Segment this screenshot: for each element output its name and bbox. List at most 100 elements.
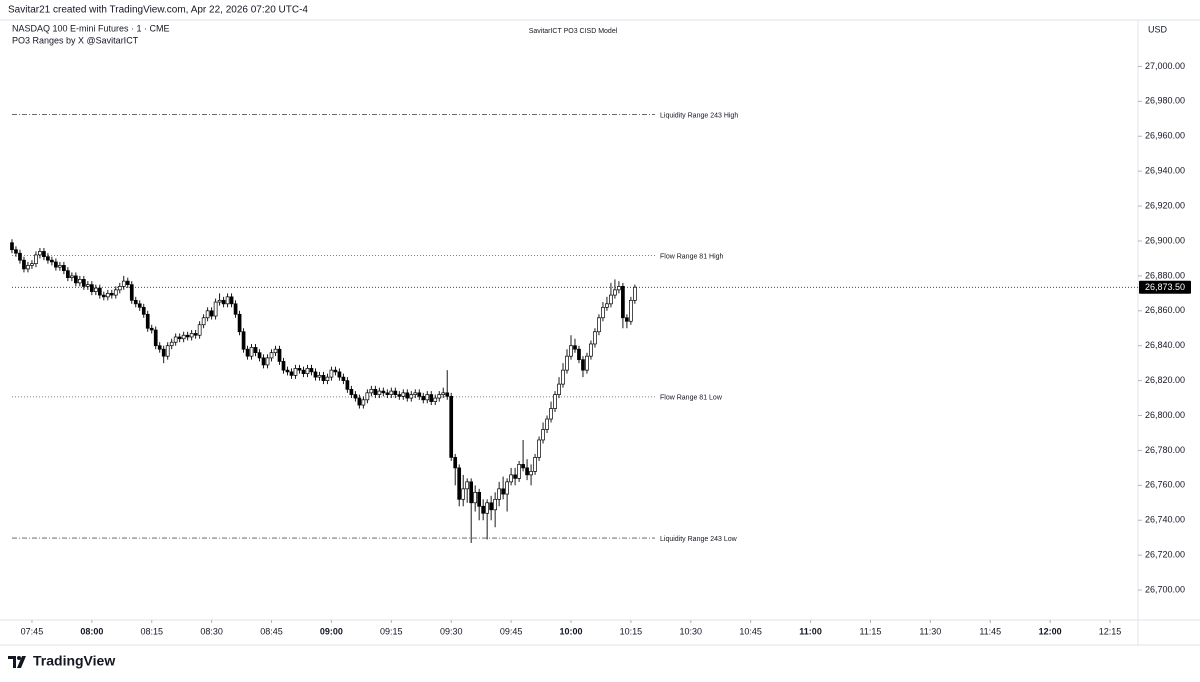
candle-body	[569, 345, 573, 357]
last-price-tag	[1139, 280, 1191, 294]
candle-body	[58, 265, 62, 268]
candle-body	[89, 284, 94, 292]
candle-body	[50, 259, 54, 263]
candle-body	[121, 280, 126, 287]
candle-body	[377, 390, 382, 395]
candle-body	[257, 352, 262, 359]
candle-body	[153, 329, 158, 347]
y-tick-label: 26,740.00	[1145, 515, 1185, 525]
candle-body	[497, 488, 501, 500]
candle-body	[349, 388, 354, 395]
candle-body	[165, 345, 170, 357]
candle-body	[42, 251, 46, 258]
candle-body	[217, 299, 222, 303]
candle-body	[293, 368, 298, 376]
x-tick-label: 09:00	[320, 626, 343, 636]
candle-body	[409, 394, 414, 399]
candle-body	[78, 279, 82, 284]
candle-body	[337, 371, 342, 378]
candle-body	[66, 270, 70, 278]
y-tick-label: 26,980.00	[1145, 96, 1185, 106]
candle-body	[105, 292, 110, 298]
x-tick-label: 10:15	[620, 626, 643, 636]
candle-body	[205, 310, 210, 319]
candle-body	[553, 394, 557, 409]
candle-body	[541, 429, 545, 441]
candle-body	[181, 334, 186, 340]
candle-body	[277, 348, 282, 362]
candle-body	[261, 357, 266, 366]
candle-body	[189, 333, 194, 338]
candle-body	[369, 388, 374, 394]
candle-body	[269, 352, 274, 359]
candle-body	[74, 275, 78, 284]
candle-body	[185, 334, 190, 338]
candle-body	[545, 418, 549, 430]
x-tick-label: 09:15	[380, 626, 403, 636]
candle-body	[385, 392, 390, 395]
candle-body	[549, 408, 553, 420]
candle-body	[85, 284, 90, 287]
candle-body	[589, 343, 593, 357]
candle-body	[481, 505, 486, 514]
candle-body	[193, 333, 198, 336]
candle-body	[529, 471, 533, 476]
candle-body	[381, 390, 386, 394]
y-tick-label: 26,900.00	[1145, 235, 1185, 245]
candle-body	[197, 324, 202, 336]
candle-body	[489, 502, 493, 511]
x-tick-label: 10:45	[739, 626, 762, 636]
candle-body	[573, 345, 577, 350]
candle-body	[113, 289, 118, 296]
candle-body	[581, 359, 585, 371]
brand-icon	[8, 656, 26, 668]
candle-body	[357, 397, 362, 406]
candle-body	[629, 299, 633, 322]
candle-body	[621, 286, 625, 319]
currency: USD	[1148, 24, 1168, 34]
x-tick-label: 11:15	[860, 626, 882, 636]
candle-body	[585, 355, 589, 371]
y-tick-label: 26,800.00	[1145, 410, 1185, 420]
candle-body	[241, 331, 246, 350]
candle-body	[289, 371, 294, 376]
candle-body	[309, 368, 314, 373]
candle-body	[38, 251, 42, 256]
candle-body	[473, 491, 478, 504]
y-tick-label: 26,960.00	[1145, 131, 1185, 141]
candle-body	[253, 347, 258, 354]
candle-body	[493, 498, 497, 511]
candle-body	[93, 287, 98, 292]
candle-body	[141, 306, 146, 315]
candle-body	[437, 394, 442, 399]
candle-body	[397, 394, 402, 397]
candle-body	[373, 388, 378, 395]
x-tick-label: 08:00	[80, 626, 103, 636]
candle-body	[425, 394, 430, 401]
x-tick-label: 07:45	[21, 626, 44, 636]
candle-body	[70, 275, 74, 278]
candle-body	[137, 303, 142, 308]
y-tick-label: 26,700.00	[1145, 584, 1185, 594]
candle-body	[30, 263, 34, 266]
candle-body	[169, 341, 174, 347]
candle-body	[325, 376, 330, 381]
candle-body	[301, 369, 306, 374]
level-label: Liquidity Range 243 High	[660, 112, 738, 119]
candle-body	[82, 279, 86, 287]
candle-body	[561, 369, 565, 385]
candle-body	[109, 292, 114, 296]
x-tick-label: 08:15	[140, 626, 163, 636]
candle-body	[22, 259, 26, 270]
candle-body	[26, 265, 30, 270]
y-tick-label: 26,840.00	[1145, 340, 1185, 350]
candle-body	[597, 317, 601, 333]
candle-body	[285, 369, 290, 373]
candle-body	[34, 254, 38, 265]
candle-body	[501, 488, 505, 495]
candle-body	[213, 301, 218, 317]
candle-body	[513, 474, 517, 479]
candle-body	[129, 284, 134, 301]
candle-body	[465, 481, 470, 490]
